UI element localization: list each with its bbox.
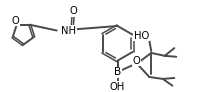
- Text: B: B: [114, 67, 121, 77]
- Text: OH: OH: [110, 82, 125, 92]
- Text: O: O: [69, 6, 77, 16]
- Text: O: O: [133, 56, 141, 66]
- Text: HO: HO: [134, 31, 149, 41]
- Text: NH: NH: [61, 25, 77, 36]
- Text: O: O: [12, 16, 20, 26]
